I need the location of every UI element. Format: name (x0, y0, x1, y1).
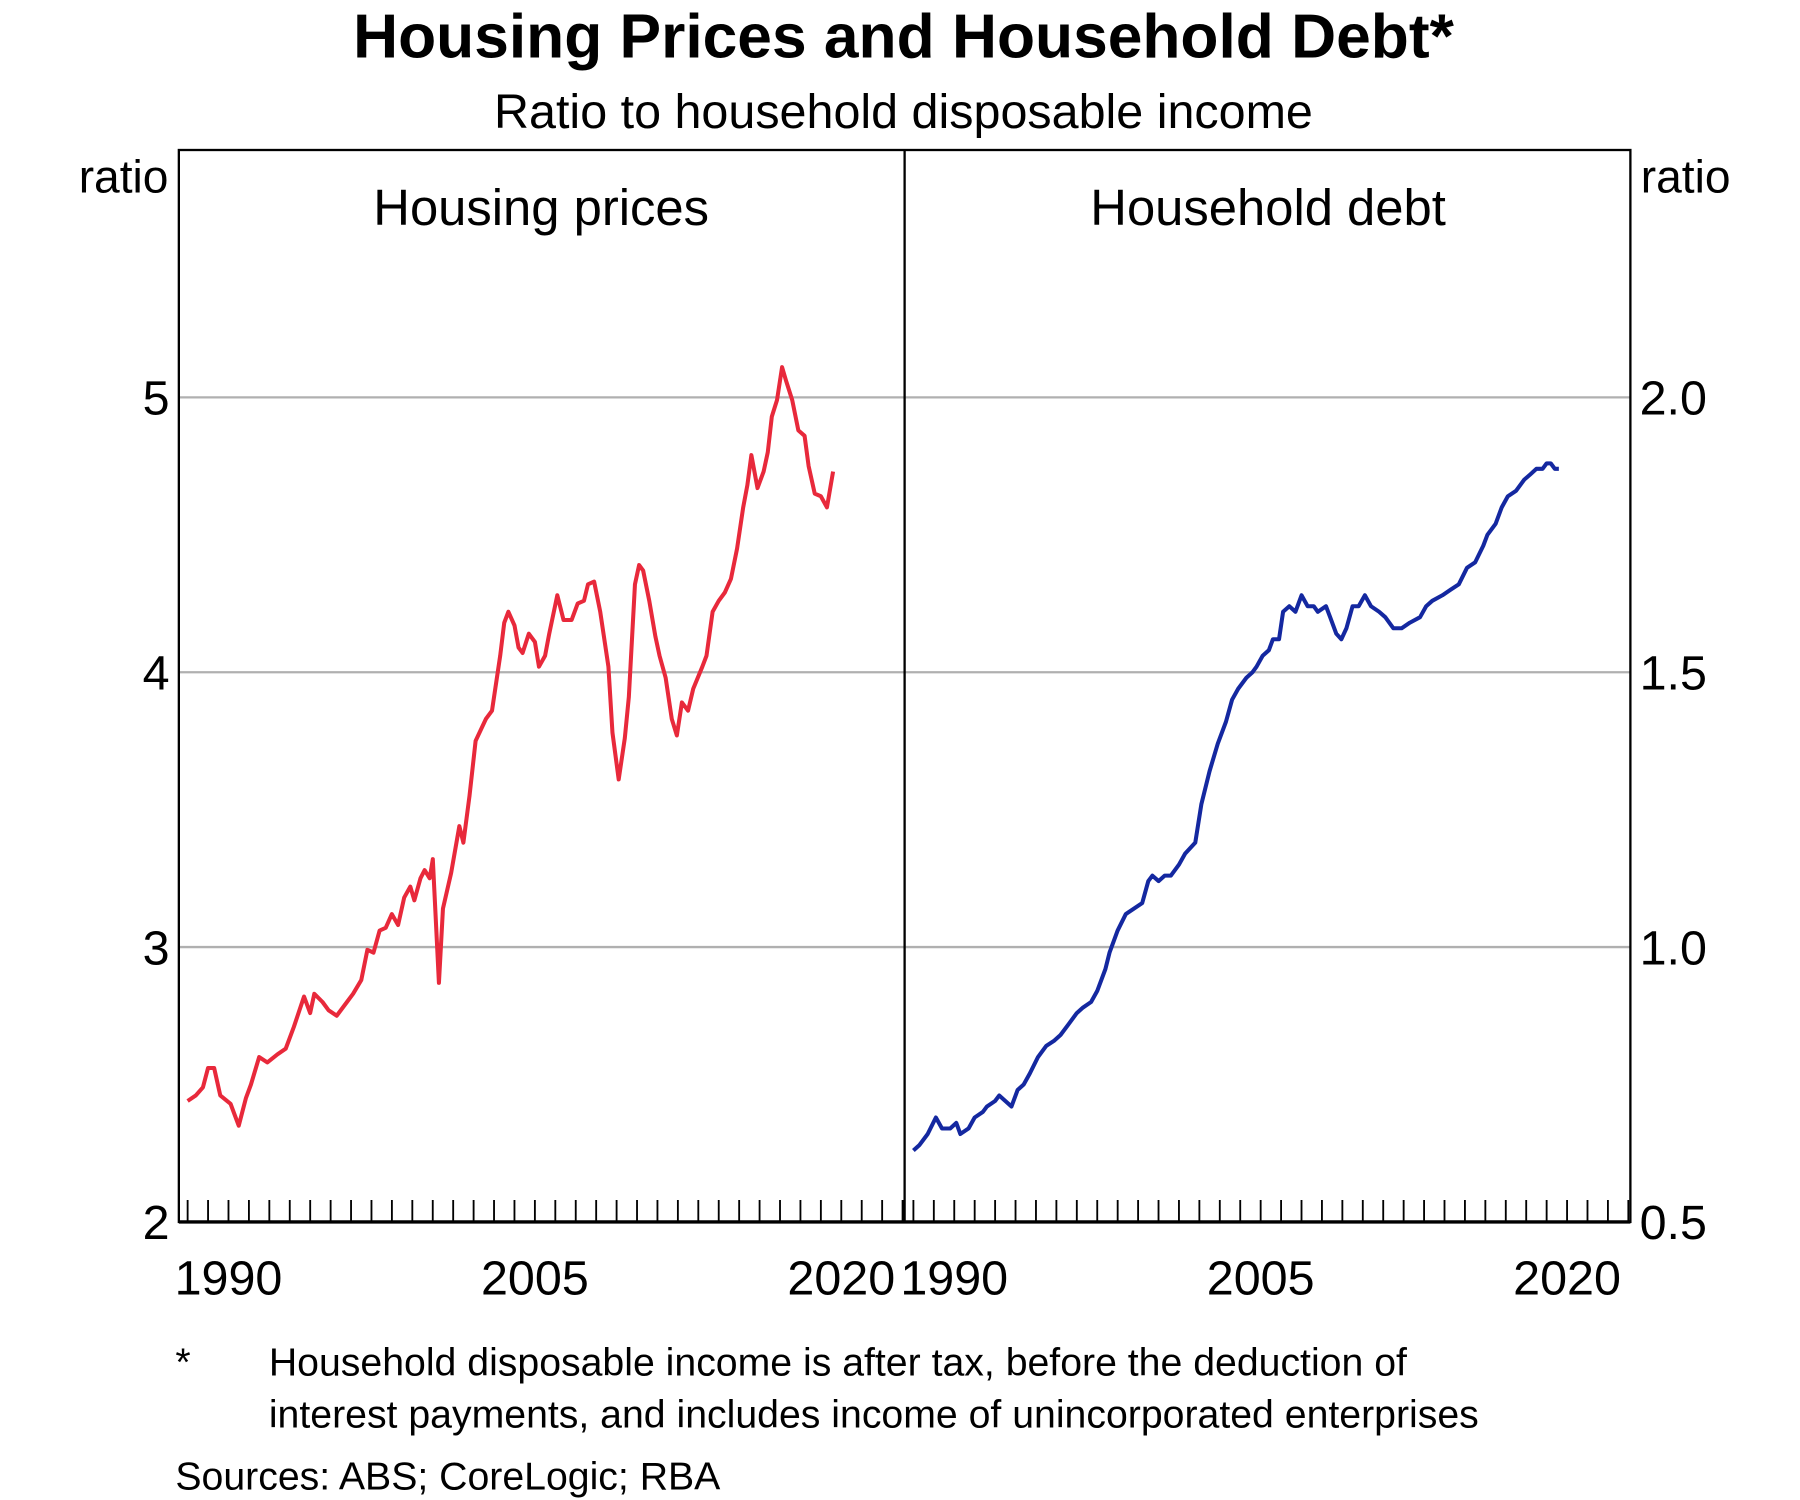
x-tick-label: 2005 (481, 1252, 589, 1306)
sources: Sources: ABS; CoreLogic; RBA (175, 1455, 721, 1499)
chart-title: Housing Prices and Household Debt* (353, 3, 1454, 72)
household-debt-line (912, 461, 1559, 1152)
footnote-marker: * (175, 1340, 190, 1384)
y-tick-label: 2.0 (1640, 372, 1707, 426)
footnote-line-1: Household disposable income is after tax… (269, 1340, 1407, 1384)
x-tick-label: 1990 (175, 1252, 283, 1306)
footnote-line-2: interest payments, and includes income o… (269, 1392, 1479, 1436)
housing-prices-line (186, 365, 836, 1128)
panel-title-household-debt: Household debt (1090, 179, 1446, 236)
plot-area: 2 3 4 5 1990 2005 2020 0.5 1.0 1.5 2.0 1990 2005 2020 (143, 148, 1707, 1306)
right-axis-unit: ratio (1641, 151, 1731, 203)
y-tick-label: 2 (143, 1196, 170, 1250)
y-tick-label: 1.0 (1640, 921, 1707, 975)
x-tick-label: 2005 (1207, 1252, 1315, 1306)
x-tick-label: 1990 (900, 1252, 1008, 1306)
panel-title-housing-prices: Housing prices (373, 179, 709, 236)
y-tick-label: 5 (143, 372, 170, 426)
left-axis-unit: ratio (79, 151, 169, 203)
chart-subtitle: Ratio to household disposable income (494, 85, 1313, 139)
y-tick-label: 0.5 (1640, 1196, 1707, 1250)
y-tick-label: 3 (143, 921, 170, 975)
y-tick-label: 4 (143, 647, 170, 701)
y-tick-label: 1.5 (1640, 647, 1707, 701)
x-tick-label: 2020 (1513, 1252, 1621, 1306)
x-tick-label: 2020 (787, 1252, 895, 1306)
